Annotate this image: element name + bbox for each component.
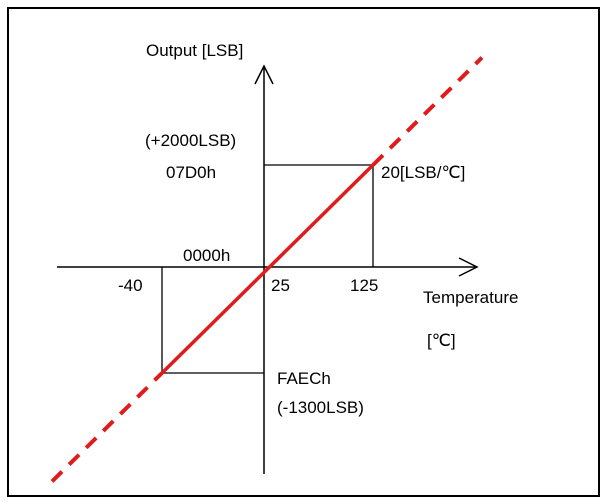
x-tick-label: 25 [271,276,290,295]
extrapolation-line-low [50,371,164,483]
x-axis-unit: [℃] [427,331,456,350]
lower-hex-label: FAECh [277,369,331,388]
slope-label: 20[LSB/℃] [381,163,465,182]
lower-lsb-label: (-1300LSB) [277,398,364,417]
origin-label: 0000h [183,246,230,265]
x-tick-label: 125 [350,276,378,295]
x-axis-label: Temperature [423,288,518,307]
x-tick-label: -40 [118,276,143,295]
y-axis-arrow [254,64,274,85]
extrapolation-line-high [371,56,484,167]
transfer-line [160,163,375,375]
upper-hex-label: 07D0h [166,163,216,182]
y-axis-label: Output [LSB] [146,41,243,60]
figure-frame [7,7,600,497]
upper-lsb-label: (+2000LSB) [145,131,236,150]
x-axis-arrow [458,257,479,277]
